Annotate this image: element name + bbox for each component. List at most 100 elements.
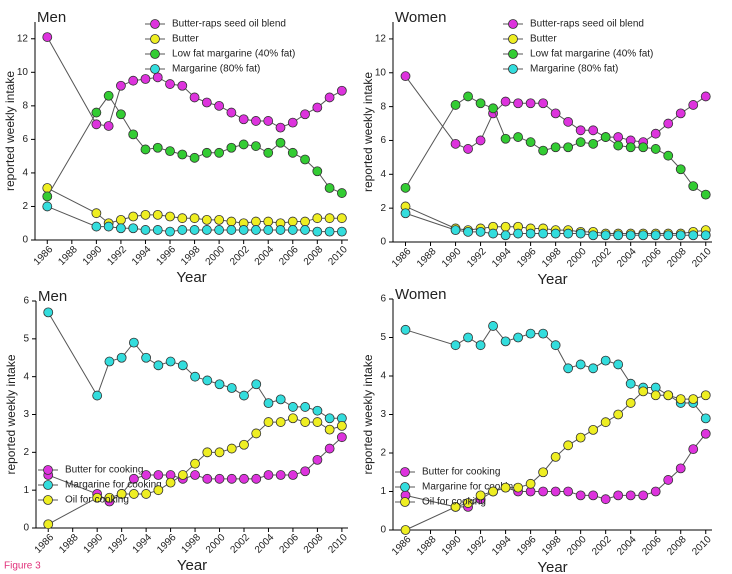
data-point (675, 230, 686, 241)
data-point (251, 428, 262, 439)
data-point (189, 225, 200, 235)
data-point (475, 490, 486, 501)
y-tick-label: 3 (23, 409, 29, 420)
data-point (141, 470, 152, 480)
data-point (238, 114, 249, 125)
data-point (650, 390, 661, 401)
data-point (116, 352, 127, 363)
data-point (116, 80, 126, 91)
data-point (239, 439, 249, 450)
x-tick-label: 1996 (515, 534, 539, 558)
data-point (550, 142, 561, 153)
data-point (116, 223, 126, 234)
data-point (525, 228, 536, 239)
data-point (575, 228, 586, 239)
data-point (251, 473, 262, 484)
panel: Women Year reported weekly intake 0 2 4 6 8 10 12… (361, 9, 714, 288)
data-point (165, 211, 175, 222)
data-point (201, 214, 212, 225)
legend-label: Low fat margarine (40% fat) (172, 49, 295, 60)
data-point (613, 140, 624, 151)
data-point (116, 214, 126, 225)
data-point (575, 137, 586, 148)
data-point (214, 447, 225, 458)
data-point (336, 420, 347, 431)
data-point (92, 492, 103, 503)
data-point (513, 132, 523, 142)
data-point (275, 225, 286, 235)
data-point (336, 432, 347, 443)
x-tick-label: 1996 (515, 246, 539, 270)
data-point (312, 417, 323, 427)
x-tick-label: 2008 (302, 532, 326, 556)
data-point (251, 216, 261, 227)
data-point (42, 201, 53, 212)
y-axis-label: reported weekly intake (3, 71, 17, 191)
chart-title: Women (395, 9, 446, 26)
legend-marker (150, 49, 160, 59)
data-point (588, 490, 599, 501)
series-line (405, 206, 706, 235)
x-tick-label: 1986 (32, 244, 56, 268)
data-point (92, 390, 103, 401)
data-point (177, 213, 188, 224)
data-point (153, 485, 164, 496)
y-tick-label: 0 (380, 237, 386, 248)
data-point (475, 135, 486, 146)
data-point (613, 490, 624, 501)
data-point (400, 324, 411, 335)
y-tick-label: 0 (22, 235, 28, 246)
y-tick-label: 12 (375, 34, 387, 45)
data-point (177, 225, 188, 235)
data-point (475, 98, 486, 109)
data-point (463, 332, 473, 343)
data-point (538, 467, 549, 478)
data-point (214, 147, 225, 158)
data-point (263, 116, 274, 126)
y-tick-label: 4 (380, 169, 386, 180)
data-point (42, 32, 53, 42)
data-point (324, 424, 335, 435)
x-tick-label: 2004 (253, 532, 277, 556)
data-point (312, 102, 323, 113)
y-tick-label: 2 (22, 201, 28, 212)
y-tick-label: 6 (380, 294, 386, 305)
data-point (475, 226, 486, 237)
chart-title: Men (38, 288, 67, 305)
data-point (688, 444, 699, 455)
legend-label: Margarine for cooking (422, 482, 519, 493)
data-point (550, 486, 561, 497)
data-point (300, 225, 310, 235)
data-point (513, 482, 523, 493)
legend-marker (508, 19, 518, 29)
x-tick-label: 2004 (615, 534, 639, 558)
data-point (538, 328, 549, 339)
legend-label: Margarine for cooking (65, 480, 162, 491)
data-point (600, 355, 611, 366)
data-point (400, 71, 411, 82)
y-tick-label: 4 (23, 371, 29, 382)
data-point (463, 498, 473, 508)
data-point (263, 216, 274, 227)
data-point (91, 221, 102, 232)
data-point (700, 413, 711, 424)
data-point (141, 352, 152, 363)
data-point (226, 383, 237, 393)
data-point (400, 525, 411, 535)
x-tick-label: 1986 (390, 534, 414, 558)
data-point (190, 470, 200, 480)
data-point (103, 121, 114, 131)
data-point (500, 221, 511, 232)
x-tick-label: 2008 (665, 534, 689, 558)
data-point (288, 402, 298, 412)
y-tick-label: 5 (23, 333, 29, 344)
data-point (663, 230, 674, 241)
data-point (500, 482, 511, 493)
y-tick-label: 1 (23, 485, 29, 496)
x-tick-label: 1994 (490, 534, 514, 558)
data-point (700, 428, 711, 439)
panel: Men Year reported weekly intake 0 2 4 6 8 10 12 19… (3, 9, 350, 286)
data-point (663, 475, 674, 485)
x-tick-label: 2006 (640, 246, 664, 270)
series-line (405, 75, 707, 150)
